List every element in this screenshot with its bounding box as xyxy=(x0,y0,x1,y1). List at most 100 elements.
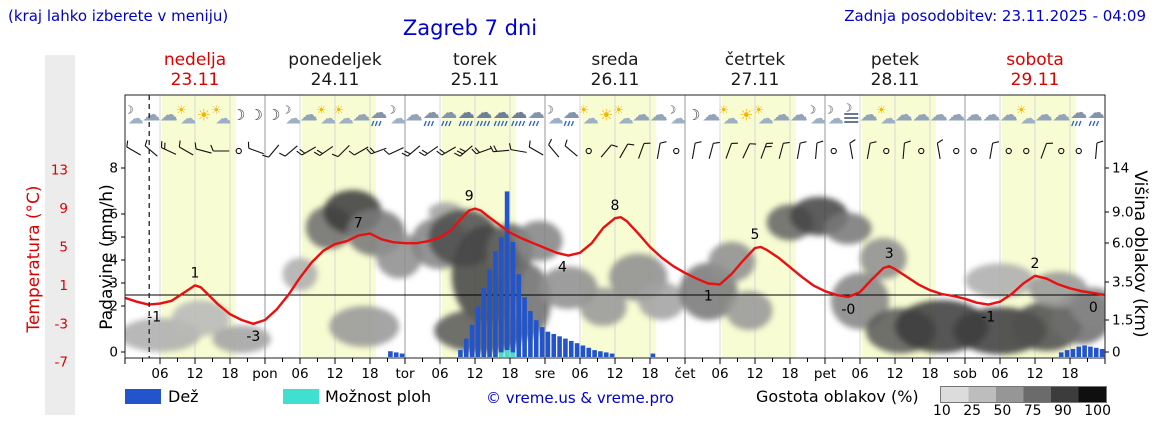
svg-text:☁: ☁ xyxy=(810,109,826,128)
svg-text:☽: ☽ xyxy=(687,106,700,124)
svg-text:13: 13 xyxy=(51,163,68,179)
svg-text:5: 5 xyxy=(109,230,118,246)
svg-text:1.5: 1.5 xyxy=(1112,313,1133,329)
svg-text:☁: ☁ xyxy=(1000,105,1018,126)
svg-text:☁: ☁ xyxy=(912,105,930,126)
svg-text:12: 12 xyxy=(466,366,483,382)
svg-text:☁: ☁ xyxy=(300,105,318,126)
svg-text:☁: ☁ xyxy=(548,109,564,128)
day-name: ponedeljek xyxy=(288,50,382,70)
svg-text:☁: ☁ xyxy=(423,103,440,123)
svg-text:☽: ☽ xyxy=(666,104,676,117)
svg-text:2: 2 xyxy=(109,299,118,315)
density-tick: 50 xyxy=(993,403,1012,419)
svg-text:sob: sob xyxy=(953,366,977,382)
svg-text:☁: ☁ xyxy=(1020,109,1036,128)
svg-text:☁: ☁ xyxy=(965,105,983,126)
svg-text:☀: ☀ xyxy=(333,103,344,117)
day-name: sreda xyxy=(591,50,639,70)
day-name: sobota xyxy=(1006,50,1064,70)
svg-text:☽: ☽ xyxy=(281,104,291,117)
svg-text:☽: ☽ xyxy=(267,106,280,124)
svg-text:12: 12 xyxy=(186,366,203,382)
showers-legend-label: Možnost ploh xyxy=(325,387,432,406)
svg-text:18: 18 xyxy=(1061,366,1078,382)
svg-text:☽: ☽ xyxy=(232,106,245,124)
svg-text:☁: ☁ xyxy=(650,105,668,126)
svg-text:6.0: 6.0 xyxy=(1112,236,1133,252)
cloudheight-axis-title: Višina oblakov (km) xyxy=(1130,170,1150,338)
svg-text:12: 12 xyxy=(746,366,763,382)
svg-text:18: 18 xyxy=(221,366,238,382)
day-header-petek: petek 28.11 xyxy=(825,50,965,90)
svg-text:18: 18 xyxy=(641,366,658,382)
svg-text:8: 8 xyxy=(109,161,118,177)
svg-text:☀: ☀ xyxy=(197,106,211,125)
svg-text:-3: -3 xyxy=(55,316,68,332)
svg-text:☀: ☀ xyxy=(718,103,729,117)
day-header-torek: torek 25.11 xyxy=(405,50,545,90)
svg-text:☀: ☀ xyxy=(176,103,187,117)
svg-text:06: 06 xyxy=(711,366,728,382)
svg-text:☁: ☁ xyxy=(1070,103,1087,123)
svg-text:☽: ☽ xyxy=(806,104,816,117)
svg-text:☁: ☁ xyxy=(1052,105,1070,126)
svg-text:18: 18 xyxy=(501,366,518,382)
svg-text:☁: ☁ xyxy=(930,105,948,126)
svg-text:☁: ☁ xyxy=(285,109,301,128)
day-date: 26.11 xyxy=(590,70,640,90)
svg-text:8: 8 xyxy=(611,198,620,214)
svg-text:☁: ☁ xyxy=(563,103,580,123)
svg-text:☁: ☁ xyxy=(618,109,634,128)
svg-text:12: 12 xyxy=(1026,366,1043,382)
svg-text:☁: ☁ xyxy=(860,105,878,126)
svg-text:☀: ☀ xyxy=(876,103,887,117)
cloud-density-gradient xyxy=(940,386,1107,403)
svg-text:18: 18 xyxy=(361,366,378,382)
svg-text:☀: ☀ xyxy=(578,103,589,117)
svg-text:☁: ☁ xyxy=(215,109,231,128)
day-name: nedelja xyxy=(163,50,227,70)
showers-legend-swatch xyxy=(283,389,319,404)
svg-text:☁: ☁ xyxy=(982,105,1000,126)
svg-text:pon: pon xyxy=(252,366,277,382)
last-update: Zadnja posodobitev: 23.11.2025 - 04:09 xyxy=(844,7,1146,25)
svg-text:9: 9 xyxy=(59,201,68,217)
svg-text:čet: čet xyxy=(674,366,695,382)
svg-text:☁: ☁ xyxy=(790,105,808,126)
density-tick: 10 xyxy=(933,403,951,419)
svg-text:☀: ☀ xyxy=(599,106,613,125)
svg-text:-1: -1 xyxy=(147,310,161,326)
svg-text:☁: ☁ xyxy=(723,109,739,128)
svg-text:☁: ☁ xyxy=(1035,105,1053,126)
svg-text:06: 06 xyxy=(431,366,448,382)
svg-text:☁: ☁ xyxy=(475,103,492,123)
svg-text:-7: -7 xyxy=(55,355,68,371)
svg-text:-1: -1 xyxy=(981,310,995,326)
svg-text:☁: ☁ xyxy=(493,103,510,123)
svg-text:0: 0 xyxy=(109,345,118,361)
svg-text:☽: ☽ xyxy=(250,106,263,124)
svg-text:☁: ☁ xyxy=(583,109,599,128)
svg-text:0: 0 xyxy=(1089,300,1098,316)
day-date: 29.11 xyxy=(1010,70,1060,90)
density-tick: 75 xyxy=(1023,403,1042,419)
day-header-sobota: sobota 29.11 xyxy=(965,50,1105,90)
svg-text:☁: ☁ xyxy=(458,103,475,123)
temp-axis-title: Temperatura (°C) xyxy=(24,185,44,333)
svg-text:☁: ☁ xyxy=(528,103,545,123)
svg-text:12: 12 xyxy=(326,366,343,382)
copyright: © vreme.us & vreme.pro xyxy=(486,389,674,407)
svg-text:6: 6 xyxy=(109,207,118,223)
svg-text:4: 4 xyxy=(109,253,118,269)
svg-text:☁: ☁ xyxy=(405,105,423,126)
day-header-nedelja: nedelja 23.11 xyxy=(125,50,265,90)
svg-text:pet: pet xyxy=(814,366,836,382)
svg-text:☁: ☁ xyxy=(128,109,144,128)
day-header-četrtek: četrtek 27.11 xyxy=(685,50,825,90)
day-name: petek xyxy=(870,50,920,70)
svg-text:☀: ☀ xyxy=(316,103,327,117)
svg-text:☽: ☽ xyxy=(824,104,834,117)
svg-text:☽: ☽ xyxy=(842,102,852,115)
